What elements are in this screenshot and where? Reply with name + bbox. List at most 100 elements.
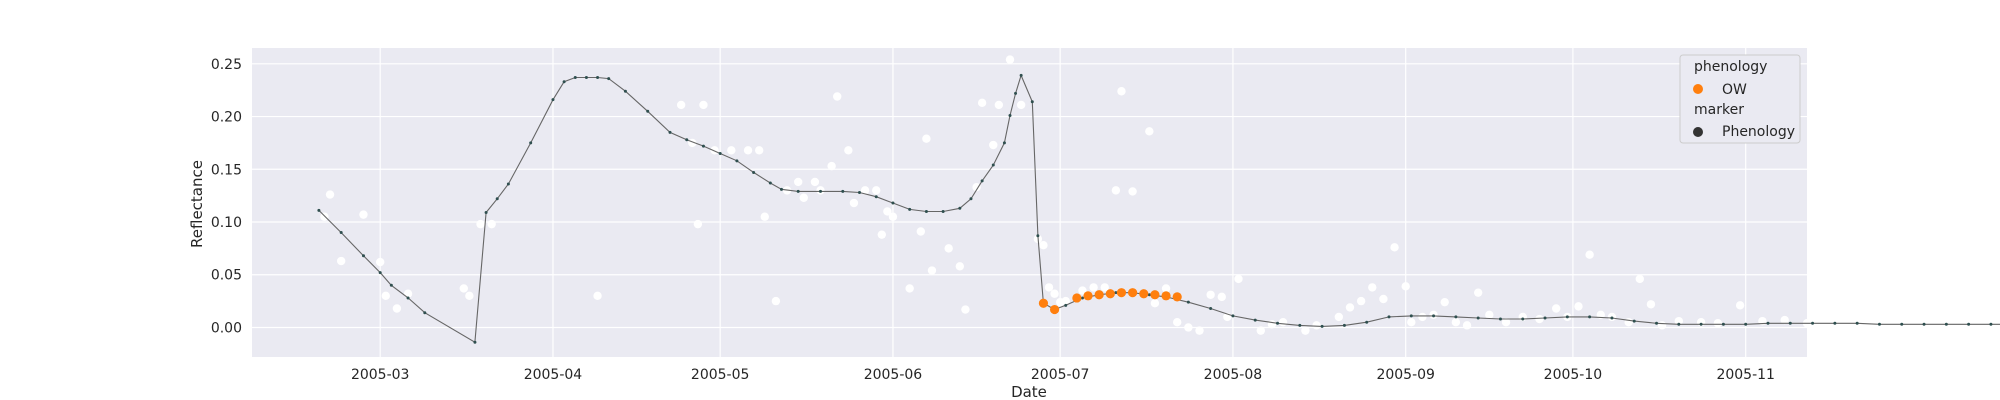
observation-point xyxy=(1390,243,1399,252)
phenology-marker xyxy=(1147,293,1151,297)
legend-ow-marker xyxy=(1693,84,1703,94)
phenology-marker xyxy=(1476,316,1480,320)
observation-point xyxy=(1334,312,1344,322)
phenology-marker xyxy=(1521,317,1525,321)
phenology-marker xyxy=(701,144,705,148)
observation-point xyxy=(1535,314,1544,324)
observation-point xyxy=(1401,282,1410,291)
x-tick-label: 2005-09 xyxy=(1376,367,1435,383)
plot-background xyxy=(252,48,1807,357)
observation-point xyxy=(849,198,859,208)
observation-point xyxy=(1657,321,1667,330)
observation-point xyxy=(1501,317,1511,327)
observation-point xyxy=(1150,299,1160,308)
phenology-marker xyxy=(1498,317,1502,321)
phenology-marker xyxy=(623,89,627,93)
observation-point xyxy=(1574,302,1583,311)
legend-box xyxy=(1679,54,1801,144)
phenology-marker xyxy=(908,207,912,211)
y-tick-label: 0.05 xyxy=(211,268,242,284)
y-tick-label: 0.15 xyxy=(211,162,242,178)
observation-point xyxy=(955,262,965,271)
observation-point xyxy=(944,244,953,253)
phenology-marker xyxy=(361,254,365,258)
phenology-marker xyxy=(1655,321,1659,325)
phenology-marker xyxy=(1253,318,1257,322)
observation-point xyxy=(1044,283,1054,292)
phenology-marker xyxy=(1080,296,1084,300)
phenology-marker xyxy=(495,197,499,201)
observation-point xyxy=(459,284,468,293)
observation-point xyxy=(1301,326,1310,335)
phenology-marker xyxy=(779,187,783,191)
phenology-marker xyxy=(551,98,555,102)
phenology-marker xyxy=(1721,322,1725,326)
phenology-marker xyxy=(584,76,588,80)
observation-point xyxy=(593,291,602,301)
x-tick-label: 2005-07 xyxy=(1031,367,1090,383)
phenology-marker xyxy=(1454,315,1458,319)
observation-point xyxy=(1735,301,1745,310)
phenology-marker xyxy=(1409,314,1413,318)
observation-point xyxy=(961,305,970,314)
observation-point xyxy=(905,284,914,293)
phenology-marker xyxy=(1036,234,1040,238)
phenology-marker xyxy=(874,195,878,199)
observation-point xyxy=(1117,87,1126,96)
phenology-marker xyxy=(1298,323,1302,327)
observation-point xyxy=(1312,321,1321,330)
phenology-marker xyxy=(924,209,928,213)
observation-point xyxy=(1089,283,1098,292)
ow-point xyxy=(1083,291,1093,301)
observation-point xyxy=(1356,296,1366,306)
phenology-marker xyxy=(406,296,410,300)
observation-point xyxy=(487,219,496,229)
phenology-marker xyxy=(1833,321,1837,325)
legend-label-ow: OW xyxy=(1722,82,1747,98)
observation-point xyxy=(1473,288,1483,297)
phenology-marker xyxy=(573,76,577,80)
observation-point xyxy=(1078,286,1087,295)
phenology-marker xyxy=(958,206,962,210)
observation-point xyxy=(771,296,781,306)
phenology-marker xyxy=(1565,315,1569,319)
observation-point xyxy=(827,161,836,171)
observation-point xyxy=(1128,187,1137,196)
observation-point xyxy=(375,257,385,267)
phenology-marker xyxy=(1019,73,1023,77)
phenology-marker xyxy=(1008,113,1012,117)
x-tick-labels: 2005-03 2005-04 2005-05 2005-06 2005-07 2005-… xyxy=(351,367,1775,383)
phenology-marker xyxy=(1811,321,1815,325)
phenology-marker xyxy=(718,151,722,155)
phenology-marker xyxy=(484,211,488,215)
observation-point xyxy=(476,219,485,229)
observation-point xyxy=(760,212,769,221)
phenology-marker xyxy=(1365,320,1369,324)
phenology-marker xyxy=(891,201,895,205)
phenology-marker xyxy=(506,182,510,186)
observation-point xyxy=(359,210,368,219)
phenology-marker xyxy=(1002,141,1006,145)
phenology-marker xyxy=(1387,315,1391,319)
y-tick-labels: 0.00 0.05 0.10 0.15 0.20 0.25 xyxy=(211,57,242,337)
legend-title-phenology: phenology xyxy=(1694,59,1767,75)
x-axis-title: Date xyxy=(1011,383,1047,400)
observation-point xyxy=(336,256,346,266)
observation-point xyxy=(1368,283,1377,292)
phenology-marker xyxy=(1114,291,1118,295)
phenology-marker xyxy=(339,231,343,235)
phenology-marker xyxy=(1900,322,1904,326)
phenology-marker xyxy=(1014,91,1018,95)
phenology-marker xyxy=(1186,300,1190,304)
phenology-marker xyxy=(1342,323,1346,327)
phenology-marker xyxy=(1677,322,1681,326)
x-tick-label: 2005-04 xyxy=(524,367,583,383)
observation-point xyxy=(1379,294,1388,304)
phenology-marker xyxy=(1588,315,1592,319)
phenology-marker xyxy=(735,159,739,163)
observation-point xyxy=(1713,319,1723,328)
observation-point xyxy=(1172,317,1182,327)
phenology-marker xyxy=(1699,322,1703,326)
phenology-marker xyxy=(796,189,800,193)
